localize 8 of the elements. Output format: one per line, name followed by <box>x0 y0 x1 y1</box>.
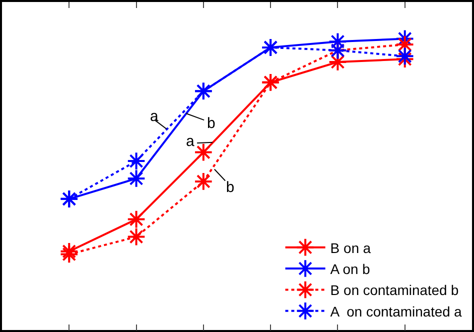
legend-label: A on contaminated a <box>330 303 462 320</box>
annotation: a <box>150 108 159 125</box>
annotation: b <box>226 179 234 196</box>
legend-label: A on b <box>330 260 370 277</box>
legend-label: B on contaminated b <box>330 282 459 298</box>
legend-label: B on a <box>330 240 371 256</box>
annotation: a <box>186 133 195 150</box>
annotation: b <box>207 115 216 132</box>
